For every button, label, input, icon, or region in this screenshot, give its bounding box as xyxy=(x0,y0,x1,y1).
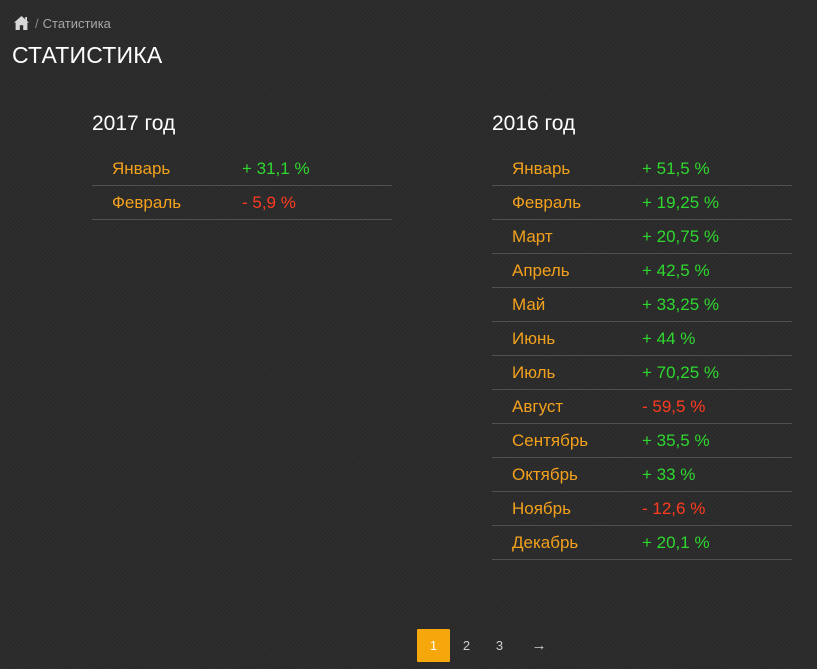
breadcrumb: / Статистика xyxy=(13,13,111,33)
table-row: Май + 33,25 % xyxy=(492,288,792,322)
month-label: Апрель xyxy=(512,260,570,280)
change-value: + 44 % xyxy=(642,328,696,348)
table-row: Август - 59,5 % xyxy=(492,390,792,424)
page-button-2[interactable]: 2 xyxy=(462,638,471,653)
table-row: Март + 20,75 % xyxy=(492,220,792,254)
pagination: 1 2 3 → xyxy=(417,629,562,662)
change-value: + 19,25 % xyxy=(642,192,720,212)
table-row: Декабрь + 20,1 % xyxy=(492,526,792,560)
home-icon[interactable] xyxy=(13,15,30,31)
month-label: Январь xyxy=(512,158,571,178)
month-label: Июнь xyxy=(512,328,556,348)
month-label: Ноябрь xyxy=(512,498,571,518)
month-label: Февраль xyxy=(512,192,582,212)
table-row: Февраль + 19,25 % xyxy=(492,186,792,220)
month-label: Май xyxy=(512,294,546,314)
change-value: + 51,5 % xyxy=(642,158,710,178)
month-label: Январь xyxy=(112,158,171,178)
breadcrumb-separator: / xyxy=(35,15,39,31)
table-row: Ноябрь - 12,6 % xyxy=(492,492,792,526)
change-value: + 35,5 % xyxy=(642,430,710,450)
change-value: + 31,1 % xyxy=(242,158,310,178)
table-row: Сентябрь + 35,5 % xyxy=(492,424,792,458)
arrow-right-icon[interactable]: → xyxy=(531,637,547,654)
table-row: Январь + 31,1 % xyxy=(92,152,392,186)
month-label: Июль xyxy=(512,362,556,382)
stats-table: Январь + 31,1 % Февраль - 5,9 % xyxy=(92,152,392,220)
page-button-1[interactable]: 1 xyxy=(417,629,450,662)
table-row: Июль + 70,25 % xyxy=(492,356,792,390)
month-label: Август xyxy=(512,396,564,416)
change-value: - 59,5 % xyxy=(642,396,706,416)
change-value: + 70,25 % xyxy=(642,362,720,382)
table-row: Январь + 51,5 % xyxy=(492,152,792,186)
change-value: + 33,25 % xyxy=(642,294,720,314)
table-row: Октябрь + 33 % xyxy=(492,458,792,492)
table-row: Апрель + 42,5 % xyxy=(492,254,792,288)
table-row: Февраль - 5,9 % xyxy=(92,186,392,220)
month-label: Октябрь xyxy=(512,464,578,484)
month-label: Февраль xyxy=(112,192,182,212)
breadcrumb-current: Статистика xyxy=(42,15,111,31)
year-title: 2016 год xyxy=(492,112,576,135)
stats-table: Январь + 51,5 % Февраль + 19,25 % Март + 20,7… xyxy=(492,152,792,560)
change-value: + 20,75 % xyxy=(642,226,720,246)
change-value: - 5,9 % xyxy=(242,192,296,212)
year-section-2017: 2017 год Январь + 31,1 % Февраль - 5,9 % xyxy=(92,110,392,220)
month-label: Сентябрь xyxy=(512,430,589,450)
table-row: Июнь + 44 % xyxy=(492,322,792,356)
change-value: + 20,1 % xyxy=(642,532,710,552)
change-value: - 12,6 % xyxy=(642,498,706,518)
page-button-3[interactable]: 3 xyxy=(495,638,504,653)
change-value: + 33 % xyxy=(642,464,696,484)
change-value: + 42,5 % xyxy=(642,260,710,280)
page-title: СТАТИСТИКА xyxy=(12,42,163,68)
month-label: Декабрь xyxy=(512,532,579,552)
year-title: 2017 год xyxy=(92,112,176,135)
year-section-2016: 2016 год Январь + 51,5 % Февраль + 19,25 % М… xyxy=(492,110,792,560)
month-label: Март xyxy=(512,226,553,246)
